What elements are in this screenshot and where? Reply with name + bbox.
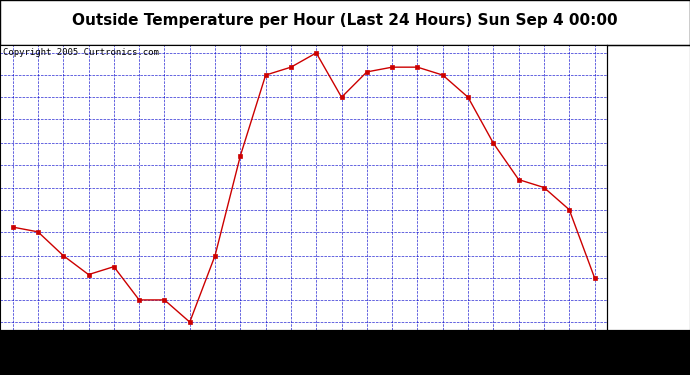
Text: Outside Temperature per Hour (Last 24 Hours) Sun Sep 4 00:00: Outside Temperature per Hour (Last 24 Ho… [72,13,618,28]
Text: Copyright 2005 Curtronics.com: Copyright 2005 Curtronics.com [3,48,159,57]
